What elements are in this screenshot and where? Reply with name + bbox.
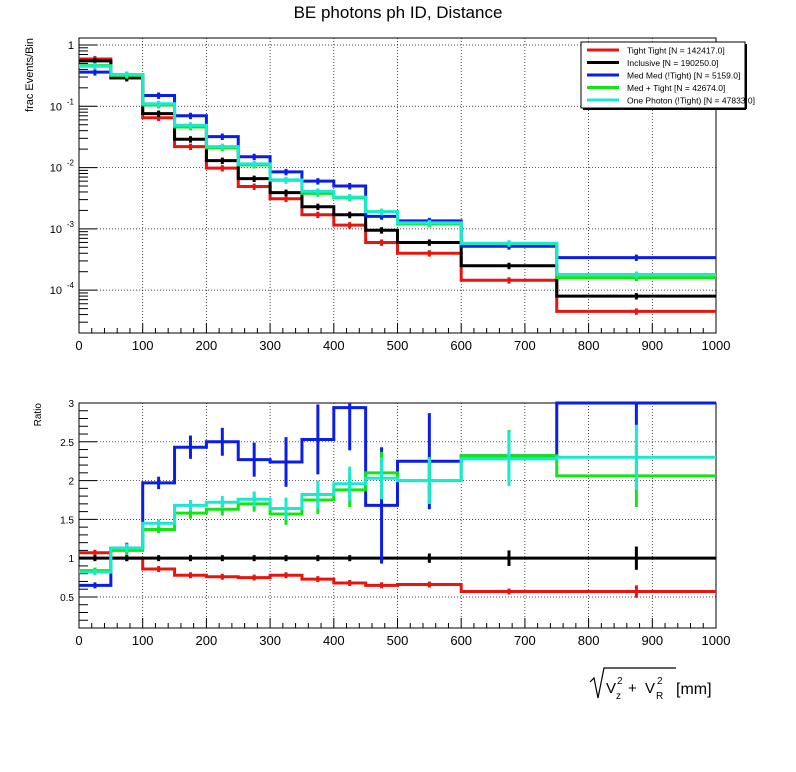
- chart-title: BE photons ph ID, Distance: [294, 3, 503, 22]
- top-tick-label-y-exp-3: -3: [67, 220, 75, 229]
- bottom-tick-label-x-400: 400: [323, 633, 345, 648]
- x-axis-label-term-v1: V: [606, 680, 616, 697]
- top-tick-label-x-300: 300: [259, 338, 281, 353]
- top-tick-label-y-0: 1: [68, 40, 74, 52]
- top-tick-label-x-800: 800: [578, 338, 600, 353]
- x-axis-label-plus: +: [628, 680, 637, 697]
- bottom-tick-label-x-200: 200: [196, 633, 218, 648]
- bottom-series-line-0: [79, 551, 716, 594]
- top-tick-label-y-exp-1: -1: [67, 97, 75, 106]
- bottom-tick-label-x-100: 100: [132, 633, 154, 648]
- top-tick-label-y-2: 10: [50, 163, 62, 175]
- legend-entry-0: Tight Tight [N = 142417.0]: [627, 46, 725, 56]
- bottom-tick-label-x-900: 900: [641, 633, 663, 648]
- x-axis-label-term-v2: V: [645, 680, 655, 697]
- bottom-tick-label-x-600: 600: [450, 633, 472, 648]
- top-tick-label-x-700: 700: [514, 338, 536, 353]
- legend-entry-2: Med Med (!Tight) [N = 5159.0]: [627, 71, 740, 81]
- x-axis-label-sup-2b: 2: [657, 676, 663, 687]
- top-tick-label-x-200: 200: [196, 338, 218, 353]
- x-axis-label-sub-r: R: [656, 691, 663, 702]
- legend: Tight Tight [N = 142417.0] Inclusive [N =…: [580, 41, 755, 110]
- top-tick-label-y-3: 10: [50, 224, 62, 236]
- x-axis-label: V z 2 + V R 2 [mm]: [589, 667, 712, 702]
- top-tick-label-y-1: 10: [50, 101, 62, 113]
- bottom-tick-label-x-700: 700: [514, 633, 536, 648]
- bottom-tick-label-y-5: 3: [68, 399, 74, 410]
- top-tick-label-y-4: 10: [50, 285, 62, 297]
- legend-entry-1: Inclusive [N = 190250.0]: [627, 58, 718, 68]
- legend-entry-3: Med + Tight [N = 42674.0]: [627, 83, 725, 93]
- sqrt-sign: [589, 667, 676, 699]
- bottom-tick-label-x-1000: 1000: [702, 633, 731, 648]
- bottom-tick-label-y-1: 1: [68, 554, 74, 565]
- top-tick-label-x-400: 400: [323, 338, 345, 353]
- bottom-tick-label-x-300: 300: [259, 633, 281, 648]
- x-axis-label-sub-z: z: [616, 691, 621, 702]
- bottom-tick-label-y-4: 2.5: [60, 438, 74, 449]
- bottom-tick-label-x-0: 0: [75, 633, 82, 648]
- bottom-tick-label-y-3: 2: [68, 477, 74, 488]
- top-tick-label-x-600: 600: [450, 338, 472, 353]
- bottom-tick-label-y-0: 0.5: [60, 593, 74, 604]
- bottom-tick-label-x-500: 500: [387, 633, 409, 648]
- top-tick-label-y-exp-2: -2: [67, 159, 75, 168]
- top-tick-label-x-500: 500: [387, 338, 409, 353]
- top-tick-label-x-0: 0: [75, 338, 82, 353]
- legend-entry-4: One Photon (!Tight) [N = 47833.0]: [627, 96, 755, 106]
- top-tick-label-y-exp-4: -4: [67, 281, 75, 290]
- x-axis-label-sup-2: 2: [617, 676, 623, 687]
- top-y-axis-label: frac Events/Bin: [24, 38, 36, 112]
- top-tick-label-x-1000: 1000: [702, 338, 731, 353]
- x-axis-label-unit: [mm]: [676, 681, 712, 698]
- top-tick-label-x-100: 100: [132, 338, 154, 353]
- bottom-tick-label-y-2: 1.5: [60, 515, 74, 526]
- bottom-y-axis-label: Ratio: [33, 403, 44, 427]
- bottom-tick-label-x-800: 800: [578, 633, 600, 648]
- bottom-panel: 0 100 200 300 400 500 600 700 800 900 1000 0.5 1 1.5 2…: [33, 399, 730, 648]
- top-tick-label-x-900: 900: [641, 338, 663, 353]
